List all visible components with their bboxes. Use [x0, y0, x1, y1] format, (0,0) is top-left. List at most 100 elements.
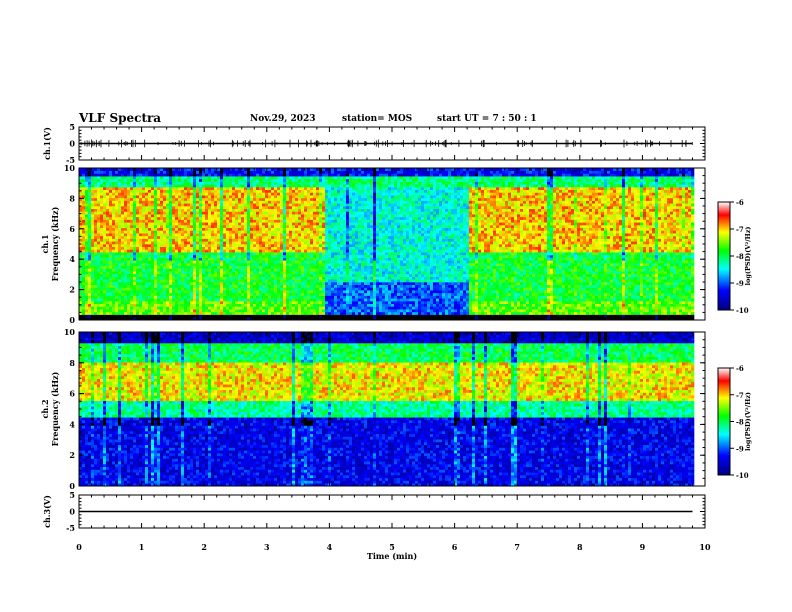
spectrogram-cell — [130, 233, 133, 236]
spectrogram-cell — [322, 258, 325, 261]
spectrogram-cell — [238, 293, 241, 296]
spectrogram-cell — [220, 304, 223, 307]
spectrogram-cell — [289, 192, 292, 195]
spectrogram-cell — [202, 301, 205, 304]
spectrogram-cell — [121, 255, 124, 258]
spectrogram-cell — [178, 222, 181, 225]
spectrogram-cell — [322, 173, 325, 176]
spectrogram-cell — [286, 290, 289, 293]
spectrogram-cell — [139, 201, 142, 204]
spectrogram-cell — [205, 198, 208, 201]
spectrogram-cell — [121, 287, 124, 290]
spectrogram-cell — [250, 190, 253, 193]
spectrogram-cell — [112, 171, 115, 174]
spectrogram-cell — [154, 190, 157, 193]
spectrogram-cell — [253, 171, 256, 174]
spectrogram-cell — [109, 277, 112, 280]
spectrogram-cell — [226, 282, 229, 285]
spectrogram-cell — [115, 274, 118, 277]
spectrogram-cell — [340, 290, 343, 293]
spectrogram-cell — [106, 173, 109, 176]
spectrogram-cell — [199, 296, 202, 299]
spectrogram-cell — [205, 241, 208, 244]
spectrogram-cell — [265, 249, 268, 252]
spectrogram-cell — [136, 244, 139, 247]
spectrogram-cell — [142, 233, 145, 236]
spectrogram-cell — [322, 287, 325, 290]
spectrogram-cell — [181, 279, 184, 282]
spectrogram-cell — [142, 296, 145, 299]
spectrogram-cell — [247, 252, 250, 255]
spectrogram-cell — [256, 233, 259, 236]
spectrogram-cell — [211, 312, 214, 315]
spectrogram-cell — [283, 298, 286, 301]
spectrogram-cell — [289, 271, 292, 274]
spectrogram-cell — [238, 187, 241, 190]
spectrogram-cell — [199, 209, 202, 212]
spectrogram-cell — [310, 290, 313, 293]
spectrogram-cell — [163, 301, 166, 304]
spectrogram-cell — [322, 282, 325, 285]
spectrogram-cell — [235, 255, 238, 258]
spectrogram-cell — [91, 274, 94, 277]
spectrogram-cell — [178, 179, 181, 182]
spectrogram-cell — [172, 173, 175, 176]
spectrogram-cell — [193, 274, 196, 277]
spectrogram-cell — [145, 255, 148, 258]
spectrogram-cell — [91, 258, 94, 261]
spectrogram-cell — [148, 220, 151, 223]
spectrogram-cell — [268, 209, 271, 212]
spectrogram-cell — [292, 230, 295, 233]
spectrogram-cell — [175, 309, 178, 312]
spectrogram-cell — [271, 173, 274, 176]
spectrogram-cell — [193, 198, 196, 201]
spectrogram-cell — [91, 201, 94, 204]
spectrogram-cell — [235, 258, 238, 261]
spectrogram-cell — [316, 173, 319, 176]
spectrogram-cell — [337, 296, 340, 299]
spectrogram-cell — [118, 195, 121, 198]
spectrogram-cell — [307, 247, 310, 250]
spectrogram-cell — [115, 287, 118, 290]
spectrogram-cell — [130, 306, 133, 309]
spectrogram-cell — [181, 266, 184, 269]
spectrogram-cell — [166, 187, 169, 190]
spectrogram-cell — [262, 192, 265, 195]
spectrogram-cell — [160, 301, 163, 304]
spectrogram-cell — [148, 179, 151, 182]
spectrogram-cell — [127, 217, 130, 220]
spectrogram-cell — [106, 252, 109, 255]
spectrogram-cell — [280, 285, 283, 288]
spectrogram-cell — [82, 274, 85, 277]
spectrogram-cell — [199, 290, 202, 293]
spectrogram-cell — [256, 263, 259, 266]
spectrogram-cell — [88, 241, 91, 244]
spectrogram-cell — [160, 279, 163, 282]
spectrogram-cell — [319, 298, 322, 301]
spectrogram-cell — [220, 312, 223, 315]
spectrogram-cell — [193, 225, 196, 228]
spectrogram-cell — [172, 287, 175, 290]
spectrogram-cell — [310, 184, 313, 187]
spectrogram-cell — [97, 217, 100, 220]
spectrogram-cell — [250, 309, 253, 312]
spectrogram-cell — [211, 187, 214, 190]
spectrogram-cell — [223, 225, 226, 228]
spectrogram-cell — [205, 195, 208, 198]
spectrogram-cell — [94, 228, 97, 231]
spectrogram-cell — [100, 241, 103, 244]
spectrogram-cell — [250, 239, 253, 242]
spectrogram-cell — [115, 301, 118, 304]
spectrogram-cell — [199, 176, 202, 179]
spectrogram-cell — [97, 304, 100, 307]
spectrogram-cell — [310, 296, 313, 299]
spectrogram-cell — [310, 217, 313, 220]
spectrogram-cell — [82, 190, 85, 193]
spectrogram-cell — [253, 282, 256, 285]
spectrogram-cell — [139, 279, 142, 282]
spectrogram-cell — [169, 312, 172, 315]
spectrogram-cell — [127, 249, 130, 252]
spectrogram-cell — [205, 222, 208, 225]
spectrogram-cell — [259, 268, 262, 271]
spectrogram-cell — [328, 312, 331, 315]
